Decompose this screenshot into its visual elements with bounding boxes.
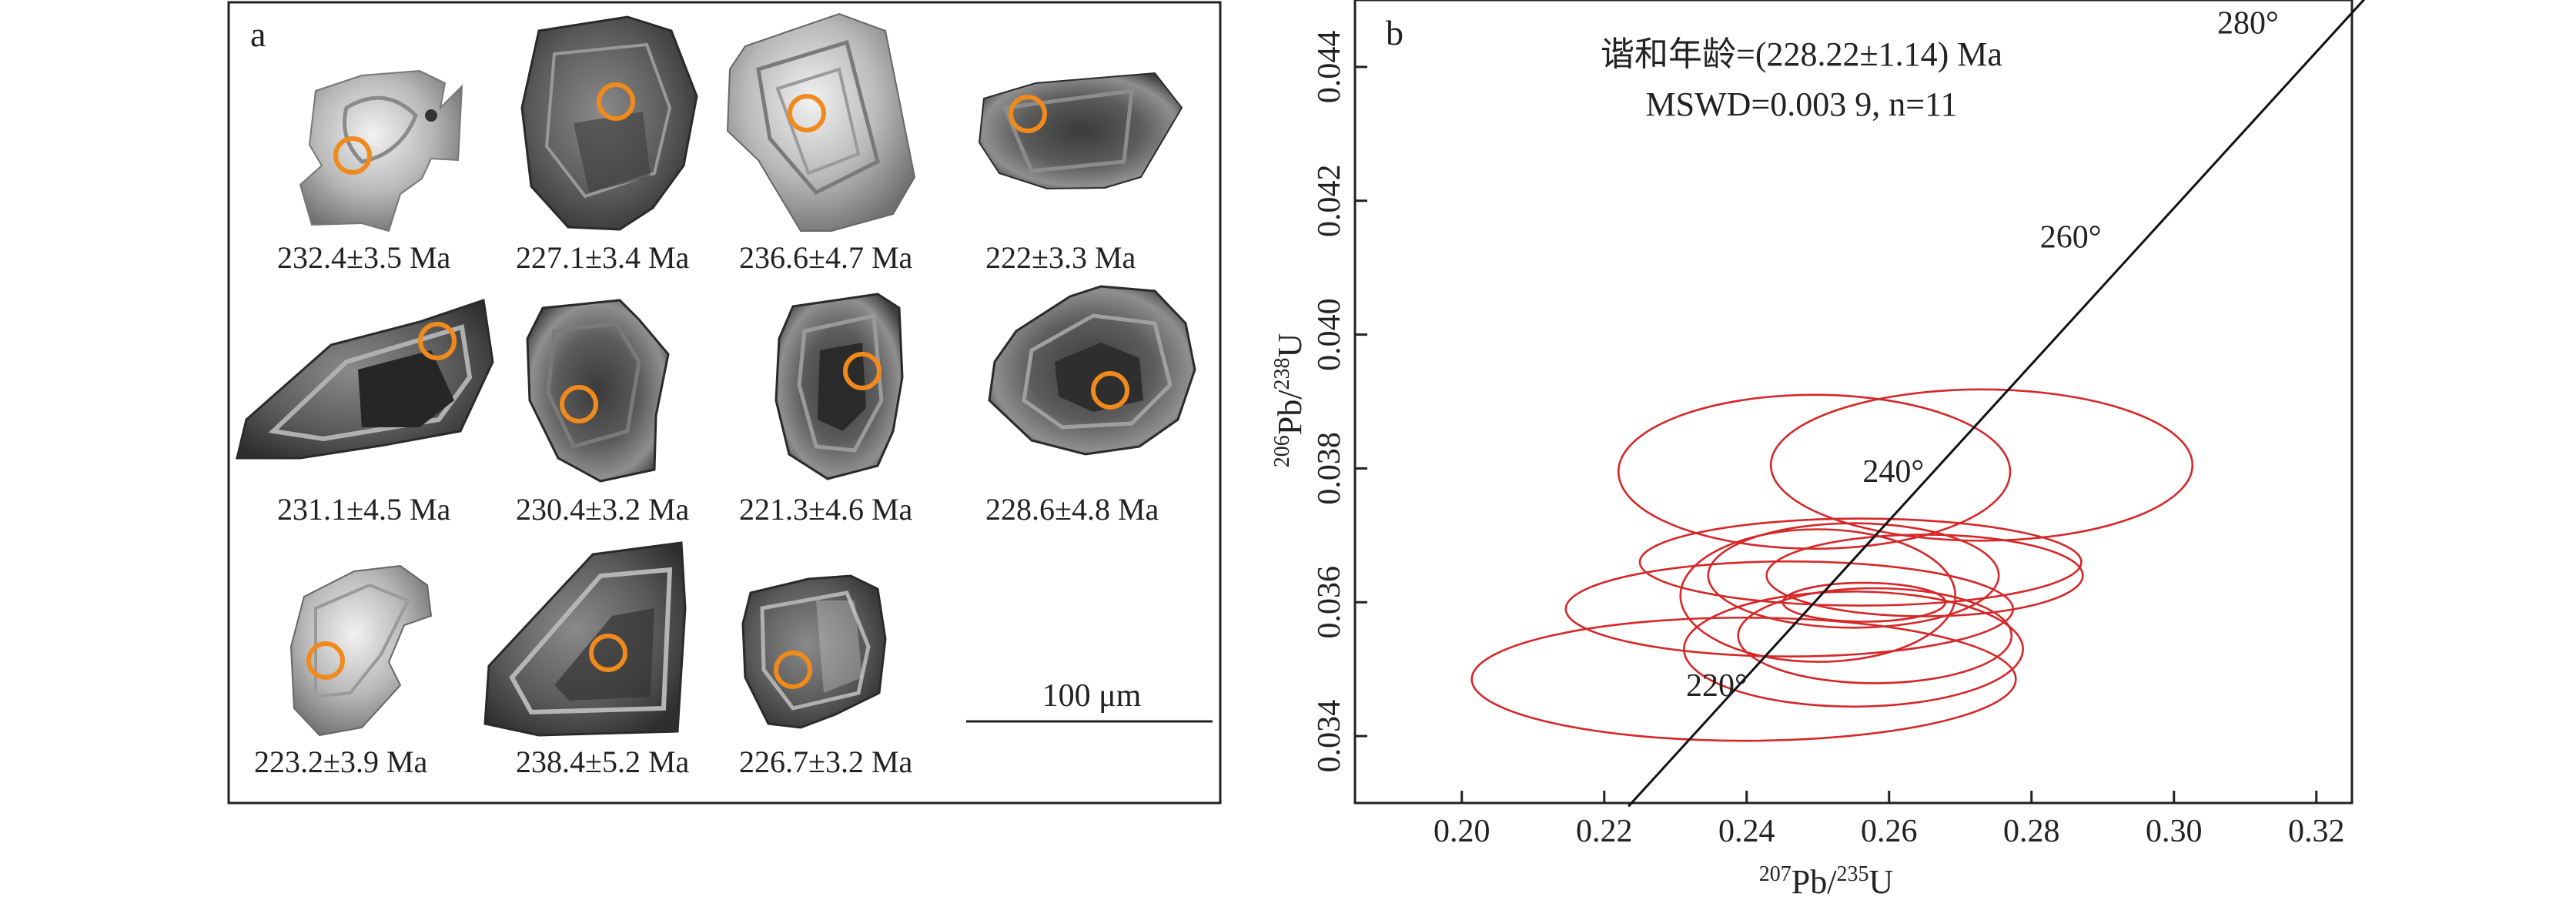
grain-age-label: 238.4±5.2 Ma: [516, 744, 690, 779]
x-axis-title: 207Pb/235U: [1759, 862, 1893, 900]
error-ellipse: [1617, 393, 2012, 550]
concordia-line: [1628, 0, 2366, 808]
concordia-age-label: 240°: [1862, 454, 1924, 490]
x-tick-label: 0.28: [2003, 814, 2060, 849]
analysis-spot: [774, 651, 812, 689]
zircon-grain-9: 223.2±3.9 Ma: [254, 564, 433, 779]
y-tick-label: 0.038: [1312, 432, 1347, 505]
grain-age-label: 236.6±4.7 Ma: [739, 240, 913, 275]
zircon-grain-11: 226.7±3.2 Ma: [739, 574, 913, 779]
zircon-grain-6: 230.4±3.2 Ma: [516, 299, 690, 527]
zircon-grain-5: 231.1±4.5 Ma: [236, 299, 494, 527]
error-ellipse: [1769, 388, 2194, 542]
plot-area: 220° 240° 260° 280°: [1353, 0, 2366, 808]
mswd-annotation: MSWD=0.003 9, n=11: [1646, 85, 1958, 123]
y-tick-label: 0.044: [1312, 31, 1347, 103]
plot-frame: [1353, 0, 2354, 805]
concordia-age-labels: 220° 240° 260° 280°: [1686, 5, 2279, 703]
concordia-age-label: 220°: [1686, 668, 1748, 704]
zircon-grain-4: 222±3.3 Ma: [978, 72, 1183, 275]
error-ellipses: [1470, 388, 2194, 742]
grain-age-label: 227.1±3.4 Ma: [516, 240, 690, 275]
y-tick-label: 0.040: [1312, 298, 1347, 371]
analysis-spot: [560, 385, 598, 423]
grain-age-label: 228.6±4.8 Ma: [985, 492, 1159, 527]
panel-a: a 232.4±3.5 Ma 227.1±3.4 Ma 236.6±4.7 Ma: [227, 1, 1222, 805]
error-ellipse: [1679, 528, 1957, 663]
analysis-spot: [333, 136, 372, 175]
panel-b: b 220°240°260°280° 0.20 0.22 0.24 0.26 0.28 0…: [1270, 0, 2366, 900]
panel-b-label: b: [1386, 13, 1403, 52]
y-tick-label: 0.042: [1312, 165, 1347, 238]
x-tick-label: 0.26: [1861, 814, 1918, 849]
error-ellipse: [1683, 591, 2024, 708]
error-ellipse: [1737, 587, 2013, 684]
error-ellipse: [1781, 581, 1947, 623]
analysis-spot: [306, 641, 345, 680]
x-tick-label: 0.30: [2146, 814, 2203, 849]
zircon-grain-2: 227.1±3.4 Ma: [516, 15, 698, 275]
error-ellipse: [1638, 517, 2083, 607]
panel-a-label: a: [250, 15, 266, 54]
analysis-spot: [843, 352, 882, 390]
grain-age-label: 226.7±3.2 Ma: [739, 744, 913, 779]
grain-age-label: 223.2±3.9 Ma: [254, 744, 428, 779]
scale-bar-label: 100 μm: [1042, 678, 1142, 714]
zircon-grain-10: 238.4±5.2 Ma: [483, 541, 690, 779]
grain-age-label: 232.4±3.5 Ma: [277, 240, 451, 275]
zircon-grain-7: 221.3±4.6 Ma: [739, 293, 913, 527]
y-axis: 0.034 0.036 0.038 0.040 0.042 0.044: [1312, 31, 1367, 773]
analysis-spot: [788, 94, 826, 132]
grain-age-label: 222±3.3 Ma: [985, 240, 1136, 275]
concordia-age-label: 260°: [2040, 220, 2102, 256]
x-axis: 0.20 0.22 0.24 0.26 0.28 0.30 0.32: [1434, 791, 2345, 849]
x-tick-label: 0.22: [1576, 814, 1633, 849]
analysis-spot: [1009, 95, 1047, 133]
x-tick-label: 0.32: [2288, 814, 2345, 849]
concordia-age-annotation: 谐和年龄=(228.22±1.14) Ma: [1601, 35, 2002, 73]
error-ellipse: [1470, 616, 2017, 742]
zircon-grain-1: 232.4±3.5 Ma: [277, 69, 463, 275]
grain-age-label: 231.1±4.5 Ma: [277, 492, 451, 527]
error-ellipse: [1765, 534, 2084, 617]
concordia-age-label: 280°: [2217, 5, 2279, 41]
error-ellipse: [1707, 522, 2000, 629]
analysis-spot: [597, 82, 635, 121]
x-tick-label: 0.20: [1434, 814, 1490, 849]
x-tick-label: 0.24: [1718, 814, 1775, 849]
zircon-grain-3: 236.6±4.7 Ma: [726, 12, 916, 275]
y-tick-label: 0.034: [1312, 700, 1347, 773]
analysis-spot: [589, 634, 627, 672]
grain-age-label: 230.4±3.2 Ma: [516, 492, 690, 527]
grain-age-label: 221.3±4.6 Ma: [739, 492, 913, 527]
y-axis-title: 206Pb/238U: [1270, 333, 1309, 467]
y-tick-label: 0.036: [1312, 566, 1347, 639]
analysis-spot: [418, 322, 457, 360]
zircon-grain-8: 228.6±4.8 Ma: [985, 285, 1196, 527]
analysis-spot: [1091, 371, 1129, 410]
